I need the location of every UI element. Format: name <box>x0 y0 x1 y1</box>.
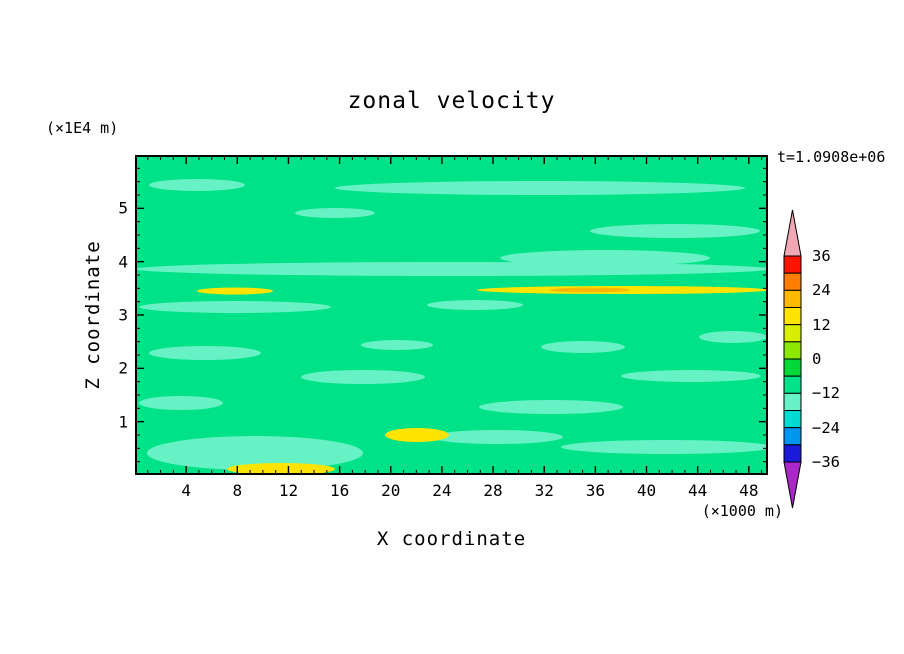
colorbar-label: 12 <box>812 315 831 334</box>
x-tick-label: 4 <box>181 481 191 500</box>
y-tick-label: 5 <box>118 198 128 218</box>
colorbar-label: −36 <box>812 453 840 471</box>
x-tick-label: 20 <box>381 481 401 500</box>
colorbar-over-arrow <box>783 209 802 257</box>
x-tick-label: 32 <box>534 481 554 500</box>
colorbar-label: −24 <box>812 418 840 437</box>
y-axis-tick-labels: 1 2 3 4 5 <box>90 155 128 475</box>
colorbar-label: 36 <box>812 247 831 265</box>
x-tick-label: 16 <box>329 481 350 500</box>
x-tick-label: 40 <box>636 481 657 500</box>
x-axis-unit-label: (×1000 m) <box>701 502 783 520</box>
x-tick-label: 12 <box>278 481 299 500</box>
contour-plot-area <box>135 155 768 475</box>
y-tick-label: 1 <box>118 412 128 432</box>
colorbar-label: 0 <box>812 350 822 368</box>
x-axis-tick-labels: 4 8 12 16 20 24 28 32 36 40 44 48 <box>135 481 768 501</box>
x-tick-label: 36 <box>585 481 605 500</box>
colorbar-label: 24 <box>812 281 831 300</box>
y-tick-label: 3 <box>118 305 128 325</box>
colorbar-under-arrow <box>783 461 802 509</box>
x-tick-label: 24 <box>432 481 452 500</box>
x-tick-label: 48 <box>739 481 759 500</box>
y-axis-unit-label: (×1E4 m) <box>46 119 119 137</box>
x-tick-label: 44 <box>688 481 708 500</box>
y-tick-label: 2 <box>118 358 128 378</box>
time-annotation: t=1.0908e+06 <box>777 148 886 166</box>
x-axis-title: X coordinate <box>376 528 527 550</box>
x-tick-label: 28 <box>483 481 503 500</box>
y-tick-label: 4 <box>118 252 128 272</box>
colorbar-label: −12 <box>812 384 840 403</box>
colorbar <box>783 209 802 509</box>
colorbar-labels: 36 24 12 0 −12 −24 −36 <box>812 200 866 512</box>
x-tick-label: 8 <box>232 481 243 500</box>
chart-title: zonal velocity <box>347 88 556 114</box>
